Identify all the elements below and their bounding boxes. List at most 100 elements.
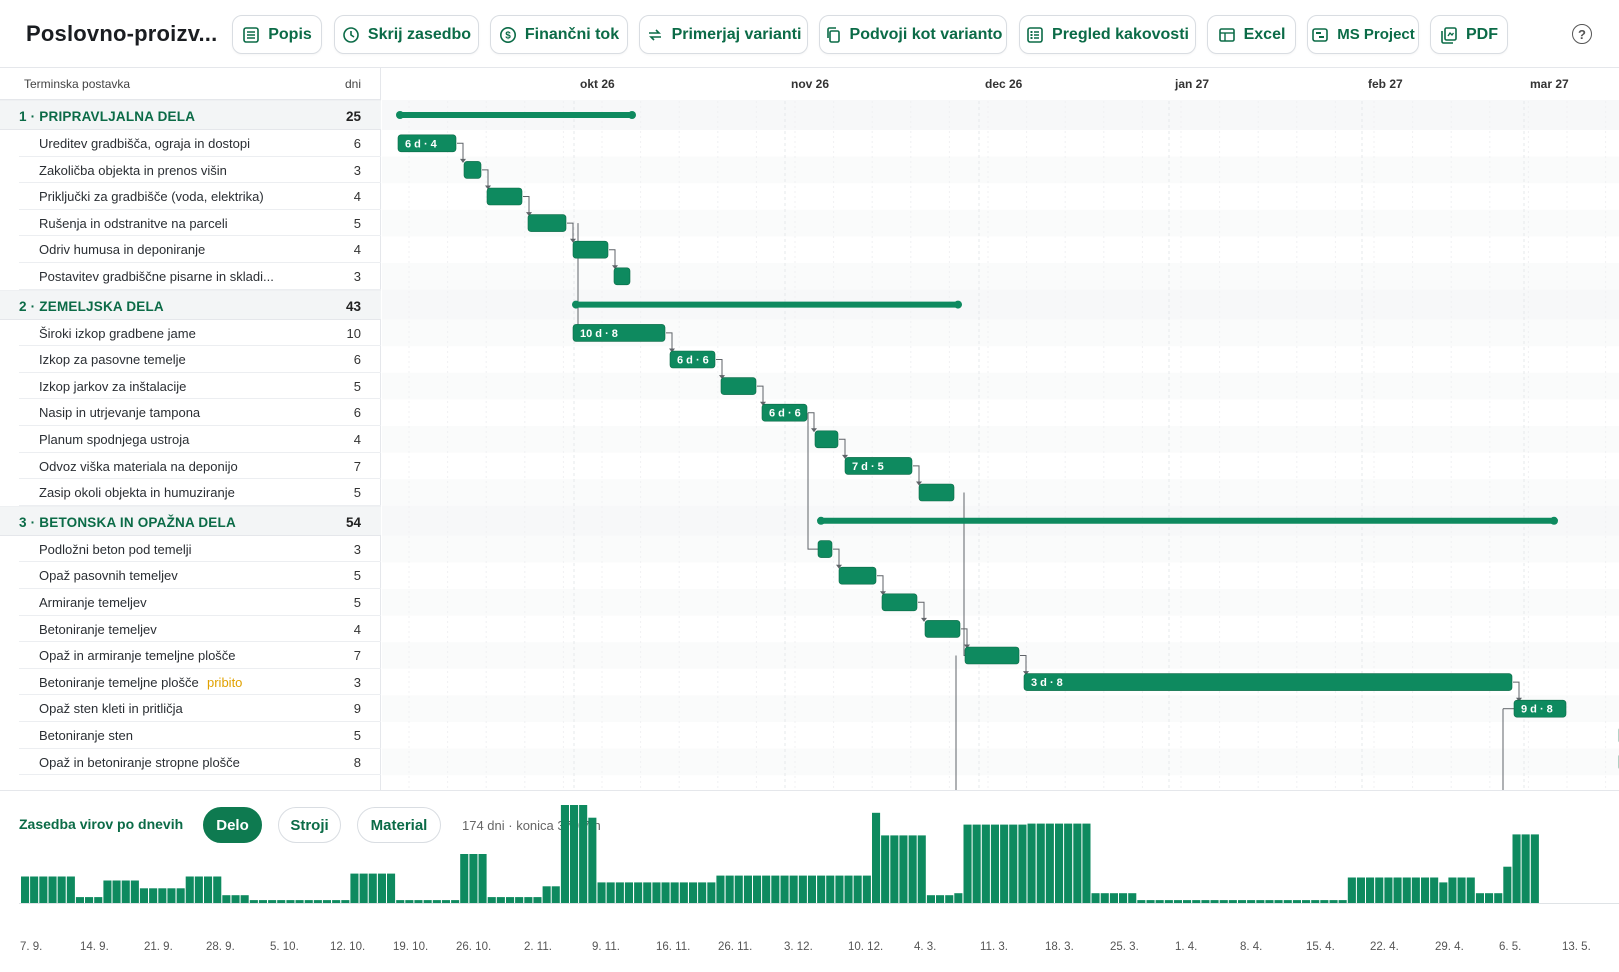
task-row[interactable]: Betoniranje temeljne plošče pribito 3 xyxy=(0,669,381,696)
phase-row[interactable]: 1 · PRIPRAVLJALNA DELA 25 xyxy=(0,100,381,130)
task-row[interactable]: Rušenja in odstranitve na parceli 5 xyxy=(0,210,381,237)
task-row[interactable]: Priključki za gradbišče (voda, elektrika… xyxy=(0,183,381,210)
task-days: 5 xyxy=(353,215,361,231)
week-label: 15. 4. xyxy=(1306,941,1335,953)
week-label: 13. 5. xyxy=(1562,941,1591,953)
task-row[interactable]: Betoniranje sten 5 xyxy=(0,722,381,749)
histogram-bar xyxy=(743,875,752,903)
histogram-bar xyxy=(1448,877,1457,903)
tab-delo[interactable]: Delo xyxy=(203,807,262,843)
row-band xyxy=(382,426,1619,453)
resource-panel: Zasedba virov po dnevih Delo Stroji Mate… xyxy=(0,790,1619,971)
popis-button[interactable]: Popis xyxy=(232,15,322,54)
task-row[interactable]: Betoniranje temeljev 4 xyxy=(0,616,381,643)
week-label: 8. 4. xyxy=(1240,941,1263,953)
week-label: 21. 9. xyxy=(144,941,173,953)
tab-material[interactable]: Material xyxy=(357,807,441,843)
task-row[interactable]: Široki izkop gradbene jame 10 xyxy=(0,320,381,347)
histogram-bar xyxy=(1201,900,1210,903)
histogram-bar xyxy=(1366,877,1375,903)
histogram-bar xyxy=(1411,877,1420,903)
task-row[interactable]: Nasip in utrjevanje tampona 6 xyxy=(0,399,381,426)
task-name: Široki izkop gradbene jame xyxy=(39,325,196,341)
task-row[interactable]: Armiranje temeljev 5 xyxy=(0,589,381,616)
row-band xyxy=(382,479,1619,506)
podvoji-kot-varianto-label: Podvoji kot varianto xyxy=(849,25,1003,43)
histogram-bar xyxy=(30,876,39,903)
histogram-bar xyxy=(405,900,414,903)
histogram-bar xyxy=(112,880,121,903)
histogram-bar xyxy=(780,875,789,903)
financni-tok-button[interactable]: $ Finančni tok xyxy=(490,15,628,54)
histogram-bar xyxy=(21,876,30,903)
histogram-bar xyxy=(286,900,295,903)
pregled-kakovosti-button[interactable]: Pregled kakovosti xyxy=(1019,15,1196,54)
task-row[interactable]: Odvoz viška materiala na deponijo 7 xyxy=(0,453,381,480)
histogram-bar xyxy=(432,900,441,903)
histogram-bar xyxy=(1283,900,1292,903)
column-header-task: Terminska postavka xyxy=(24,77,131,91)
excel-button[interactable]: Excel xyxy=(1207,15,1296,54)
dependency-line xyxy=(1020,655,1027,674)
ms-project-button[interactable]: MS Project xyxy=(1307,15,1419,54)
histogram-bar xyxy=(597,882,606,903)
week-label: 5. 10. xyxy=(270,941,299,953)
task-row[interactable]: Ureditev gradbišča, ograja in dostopi 6 xyxy=(0,130,381,157)
histogram-bar xyxy=(652,882,661,903)
primerjaj-varianti-button[interactable]: Primerjaj varianti xyxy=(639,15,808,54)
task-row[interactable]: Zakoličba objekta in prenos višin 3 xyxy=(0,157,381,184)
ms-project-label: MS Project xyxy=(1337,26,1415,43)
histogram-bar xyxy=(249,900,258,903)
task-bar xyxy=(844,457,913,475)
help-icon[interactable]: ? xyxy=(1572,24,1592,44)
task-row[interactable]: Izkop jarkov za inštalacije 5 xyxy=(0,373,381,400)
phase-summary-cap xyxy=(396,111,404,119)
task-list-panel: Terminska postavka dni 1 · PRIPRAVLJALNA… xyxy=(0,68,381,790)
phase-row[interactable]: 2 · ZEMELJSKA DELA 43 xyxy=(0,289,381,320)
histogram-bar xyxy=(332,900,341,903)
podvoji-kot-varianto-button[interactable]: Podvoji kot varianto xyxy=(819,15,1007,54)
resource-panel-title: Zasedba virov po dnevih xyxy=(19,816,184,832)
dependency-line xyxy=(482,169,489,188)
row-band xyxy=(382,372,1619,400)
histogram-bar xyxy=(139,888,148,903)
tab-stroji[interactable]: Stroji xyxy=(278,807,341,843)
histogram-bar xyxy=(734,875,743,903)
task-row[interactable]: Planum spodnjega ustroja 4 xyxy=(0,426,381,453)
histogram-bar xyxy=(881,835,890,903)
task-row[interactable]: Izkop za pasovne temelje 6 xyxy=(0,346,381,373)
histogram-bar xyxy=(1347,877,1356,903)
histogram-bar xyxy=(441,900,450,903)
skrij-zasedbo-button[interactable]: Skrij zasedbo xyxy=(334,15,479,54)
task-row[interactable]: Opaž sten kleti in pritličja 9 xyxy=(0,695,381,722)
histogram-bar xyxy=(807,875,816,903)
week-label: 19. 10. xyxy=(393,941,429,953)
task-bar-label: 6 d · 6 xyxy=(769,408,801,420)
task-row[interactable]: Zasip okoli objekta in humuziranje 5 xyxy=(0,479,381,506)
dependency-arrow xyxy=(1023,671,1029,676)
copy-icon xyxy=(826,26,840,43)
task-row[interactable]: Opaž in armiranje temeljne plošče 7 xyxy=(0,642,381,669)
dependency-line xyxy=(918,601,925,620)
table-icon xyxy=(1218,27,1235,42)
histogram-bar xyxy=(1530,834,1539,903)
task-row[interactable]: Odriv humusa in deponiranje 4 xyxy=(0,236,381,263)
task-row[interactable]: Opaž in betoniranje stropne plošče 8 xyxy=(0,749,381,776)
histogram-bar xyxy=(66,876,75,903)
dependency-line xyxy=(961,628,968,647)
task-bar xyxy=(1513,699,1567,718)
dependency-line xyxy=(807,412,818,550)
dependency-line xyxy=(833,548,840,567)
task-row[interactable]: Opaž pasovnih temeljev 5 xyxy=(0,562,381,589)
task-days: 3 xyxy=(353,541,361,557)
histogram-bar xyxy=(917,835,926,903)
task-name: Podložni beton pod temelji xyxy=(39,541,192,557)
histogram-bar xyxy=(798,875,807,903)
task-row[interactable]: Postavitev gradbiščne pisarne in skladi.… xyxy=(0,263,381,290)
histogram-bar xyxy=(1274,900,1283,903)
pdf-button[interactable]: PDF xyxy=(1430,15,1508,54)
phase-row[interactable]: 3 · BETONSKA IN OPAŽNA DELA 54 xyxy=(0,505,381,536)
histogram-bar xyxy=(1302,900,1311,903)
task-row[interactable]: Podložni beton pod temelji 3 xyxy=(0,536,381,563)
histogram-bar xyxy=(853,875,862,903)
